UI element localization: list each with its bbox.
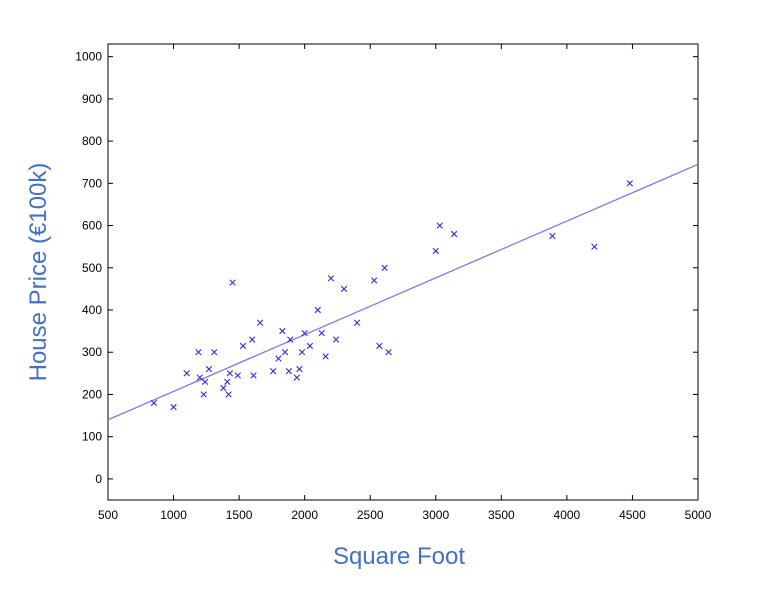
data-point bbox=[332, 336, 340, 343]
y-tick-label: 0 bbox=[95, 472, 102, 486]
data-point bbox=[381, 264, 388, 271]
data-point bbox=[195, 349, 202, 356]
data-point bbox=[626, 180, 634, 187]
data-point bbox=[224, 378, 231, 385]
data-point bbox=[370, 277, 378, 284]
data-point bbox=[170, 403, 177, 411]
y-tick-label: 600 bbox=[82, 219, 102, 233]
y-tick-label: 400 bbox=[82, 303, 102, 317]
x-axis-title: Square Foot bbox=[333, 543, 465, 570]
data-point bbox=[281, 349, 289, 356]
x-tick-label: 1500 bbox=[226, 508, 253, 522]
y-tick-label: 100 bbox=[82, 430, 102, 444]
data-point bbox=[298, 349, 306, 356]
data-point bbox=[256, 319, 264, 326]
data-points bbox=[150, 180, 634, 411]
x-tick-label: 2000 bbox=[291, 508, 318, 522]
data-point bbox=[340, 285, 348, 293]
plot-frame bbox=[107, 43, 699, 501]
data-point bbox=[250, 372, 257, 379]
fit-line bbox=[107, 163, 699, 421]
data-point bbox=[229, 279, 236, 286]
y-tick-label: 1000 bbox=[75, 50, 102, 64]
y-tick-label: 700 bbox=[82, 176, 102, 190]
data-point bbox=[287, 336, 294, 343]
data-point bbox=[150, 399, 158, 407]
data-point bbox=[450, 230, 458, 238]
data-point bbox=[432, 247, 439, 255]
x-tick-label: 2500 bbox=[357, 508, 384, 522]
data-point bbox=[285, 368, 293, 375]
x-tick-label: 5000 bbox=[685, 508, 712, 522]
data-point bbox=[306, 342, 314, 350]
data-point bbox=[234, 372, 241, 379]
data-point bbox=[385, 349, 392, 356]
x-tick-label: 1000 bbox=[160, 508, 187, 522]
data-point bbox=[183, 370, 190, 377]
data-point bbox=[205, 365, 213, 373]
data-point bbox=[226, 370, 234, 377]
data-point bbox=[549, 232, 556, 240]
data-point bbox=[279, 327, 286, 335]
data-point bbox=[318, 330, 325, 337]
y-tick-label: 900 bbox=[82, 92, 102, 106]
data-point bbox=[211, 349, 218, 356]
data-point bbox=[322, 353, 329, 360]
fit-line-group bbox=[107, 163, 699, 421]
data-point bbox=[239, 342, 247, 350]
x-tick-label: 4500 bbox=[619, 508, 646, 522]
data-point bbox=[327, 275, 335, 282]
x-tick-label: 3000 bbox=[422, 508, 449, 522]
data-point bbox=[314, 306, 321, 314]
x-tick-label: 500 bbox=[98, 508, 118, 522]
data-point bbox=[591, 243, 598, 250]
axis-ticks: 500 1000 1500 2000 2500 3000 3500 4000 4500 5000 0… bbox=[75, 44, 712, 522]
data-point bbox=[293, 374, 300, 381]
data-point bbox=[296, 365, 303, 373]
data-point bbox=[353, 319, 361, 326]
x-tick-label: 3500 bbox=[488, 508, 515, 522]
data-point bbox=[201, 378, 209, 385]
y-tick-label: 200 bbox=[82, 387, 102, 401]
data-point bbox=[249, 336, 256, 343]
y-tick-label: 300 bbox=[82, 345, 102, 359]
data-point bbox=[270, 368, 277, 375]
data-point bbox=[200, 391, 207, 398]
data-point bbox=[220, 384, 227, 392]
x-tick-label: 4000 bbox=[554, 508, 581, 522]
data-point bbox=[301, 330, 308, 337]
data-point bbox=[436, 222, 443, 229]
y-axis-title: House Price (€100k) bbox=[25, 163, 52, 382]
data-point bbox=[376, 342, 383, 350]
y-tick-label: 800 bbox=[82, 134, 102, 148]
y-tick-label: 500 bbox=[82, 261, 102, 275]
data-point bbox=[275, 355, 282, 362]
data-point bbox=[196, 374, 203, 381]
data-point bbox=[225, 391, 232, 398]
